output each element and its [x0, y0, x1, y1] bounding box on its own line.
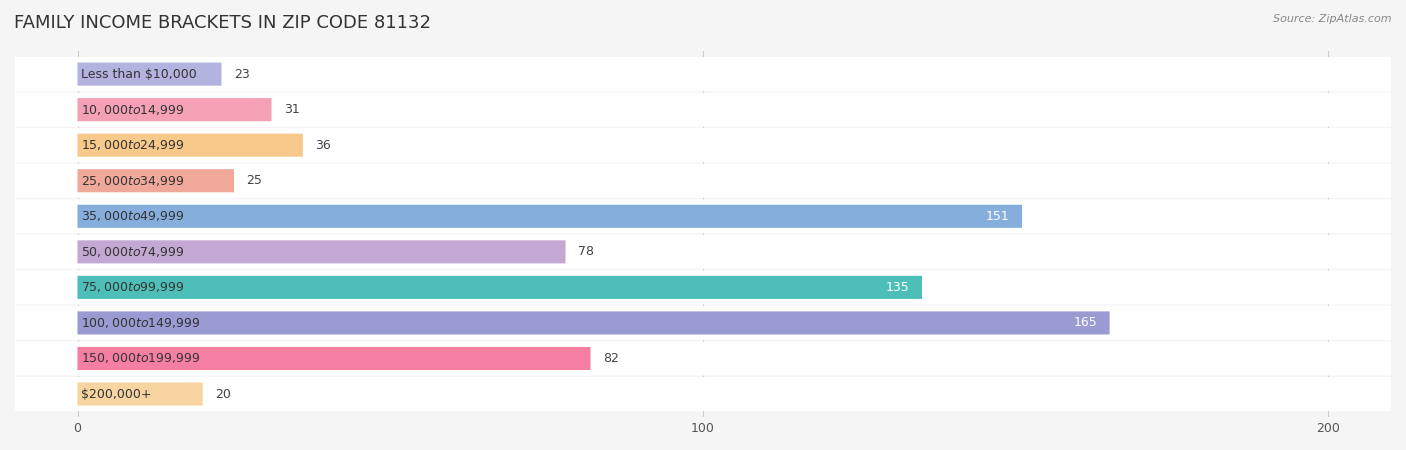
FancyBboxPatch shape: [15, 342, 1391, 376]
FancyBboxPatch shape: [15, 270, 1391, 305]
Text: $15,000 to $24,999: $15,000 to $24,999: [80, 138, 184, 152]
Text: $35,000 to $49,999: $35,000 to $49,999: [80, 209, 184, 223]
FancyBboxPatch shape: [77, 169, 233, 192]
FancyBboxPatch shape: [15, 235, 1391, 269]
FancyBboxPatch shape: [77, 276, 922, 299]
Text: $50,000 to $74,999: $50,000 to $74,999: [80, 245, 184, 259]
FancyBboxPatch shape: [15, 199, 1391, 234]
Text: 82: 82: [603, 352, 619, 365]
FancyBboxPatch shape: [77, 134, 302, 157]
Text: $200,000+: $200,000+: [80, 387, 152, 400]
Text: 151: 151: [986, 210, 1010, 223]
FancyBboxPatch shape: [77, 382, 202, 405]
FancyBboxPatch shape: [15, 128, 1391, 162]
FancyBboxPatch shape: [15, 93, 1391, 127]
Text: Source: ZipAtlas.com: Source: ZipAtlas.com: [1274, 14, 1392, 23]
Text: $150,000 to $199,999: $150,000 to $199,999: [80, 351, 200, 365]
Text: 165: 165: [1073, 316, 1097, 329]
FancyBboxPatch shape: [15, 306, 1391, 340]
Text: 78: 78: [578, 245, 593, 258]
FancyBboxPatch shape: [77, 63, 222, 86]
FancyBboxPatch shape: [15, 377, 1391, 411]
FancyBboxPatch shape: [77, 98, 271, 121]
Text: $100,000 to $149,999: $100,000 to $149,999: [80, 316, 200, 330]
FancyBboxPatch shape: [15, 164, 1391, 198]
Text: 25: 25: [246, 174, 263, 187]
Text: FAMILY INCOME BRACKETS IN ZIP CODE 81132: FAMILY INCOME BRACKETS IN ZIP CODE 81132: [14, 14, 432, 32]
Text: Less than $10,000: Less than $10,000: [80, 68, 197, 81]
Text: $10,000 to $14,999: $10,000 to $14,999: [80, 103, 184, 117]
FancyBboxPatch shape: [77, 311, 1109, 334]
FancyBboxPatch shape: [15, 57, 1391, 91]
Text: 23: 23: [233, 68, 250, 81]
Text: 135: 135: [886, 281, 910, 294]
FancyBboxPatch shape: [77, 347, 591, 370]
Text: 36: 36: [315, 139, 330, 152]
Text: 31: 31: [284, 103, 299, 116]
FancyBboxPatch shape: [77, 240, 565, 263]
Text: $25,000 to $34,999: $25,000 to $34,999: [80, 174, 184, 188]
FancyBboxPatch shape: [77, 205, 1022, 228]
Text: $75,000 to $99,999: $75,000 to $99,999: [80, 280, 184, 294]
Text: 20: 20: [215, 387, 231, 400]
